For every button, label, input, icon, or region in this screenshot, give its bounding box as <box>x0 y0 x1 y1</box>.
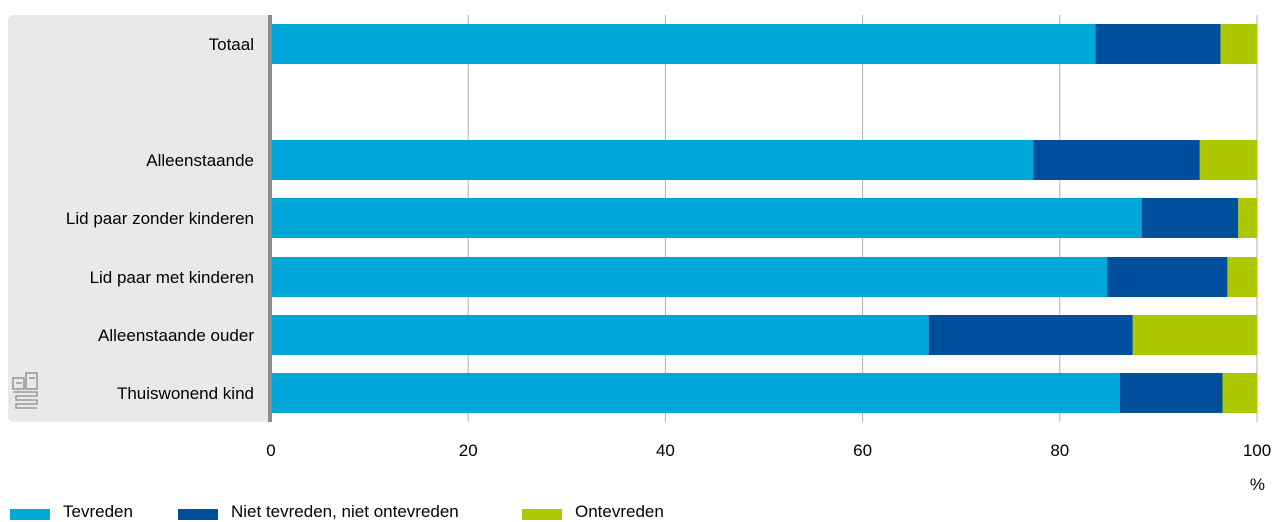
legend-label: Ontevreden <box>575 502 664 521</box>
bar-segment <box>271 24 1096 64</box>
bar-segment <box>1107 257 1228 297</box>
x-unit-label: % <box>1250 475 1265 494</box>
bar-segment <box>1033 140 1200 180</box>
bar-segment <box>928 315 1133 355</box>
bar-segment <box>271 315 929 355</box>
legend-swatch <box>178 509 218 520</box>
x-tick-label: 40 <box>656 441 675 460</box>
cbs-logo-icon <box>12 372 38 409</box>
bar-segment <box>1222 373 1257 413</box>
bar-segment <box>1141 198 1239 238</box>
legend-label: Tevreden <box>63 502 133 521</box>
x-tick-labels: 0 20 40 60 80 100 <box>266 441 1271 460</box>
bar-segment <box>1095 24 1221 64</box>
category-label: Alleenstaande <box>146 151 254 170</box>
bar-segment <box>1132 315 1257 355</box>
bar-segment <box>1119 373 1223 413</box>
bar-segment <box>271 373 1120 413</box>
x-tick-label: 60 <box>853 441 872 460</box>
bar-segment <box>271 257 1108 297</box>
bar-segment <box>1227 257 1257 297</box>
category-labels: Totaal Alleenstaande Lid paar zonder kinde… <box>66 35 254 403</box>
bar-segment <box>1220 24 1257 64</box>
legend-swatch <box>522 509 562 520</box>
bars <box>271 24 1257 413</box>
x-tick-label: 80 <box>1050 441 1069 460</box>
x-tick-label: 20 <box>459 441 478 460</box>
legend-label: Niet tevreden, niet ontevreden <box>231 502 459 521</box>
category-label: Lid paar met kinderen <box>90 268 254 287</box>
x-tick-label: 100 <box>1243 441 1271 460</box>
bar-segment <box>271 140 1034 180</box>
legend-swatch <box>10 509 50 520</box>
category-label: Alleenstaande ouder <box>98 326 254 345</box>
x-tick-label: 0 <box>266 441 275 460</box>
category-label: Thuiswonend kind <box>117 384 254 403</box>
bar-segment <box>271 198 1142 238</box>
category-label-panel <box>8 15 271 422</box>
category-label: Totaal <box>209 35 254 54</box>
stacked-bar-chart: Totaal Alleenstaande Lid paar zonder kinde… <box>8 15 1271 494</box>
bar-segment <box>1238 198 1257 238</box>
category-label: Lid paar zonder kinderen <box>66 209 254 228</box>
bar-segment <box>1199 140 1257 180</box>
